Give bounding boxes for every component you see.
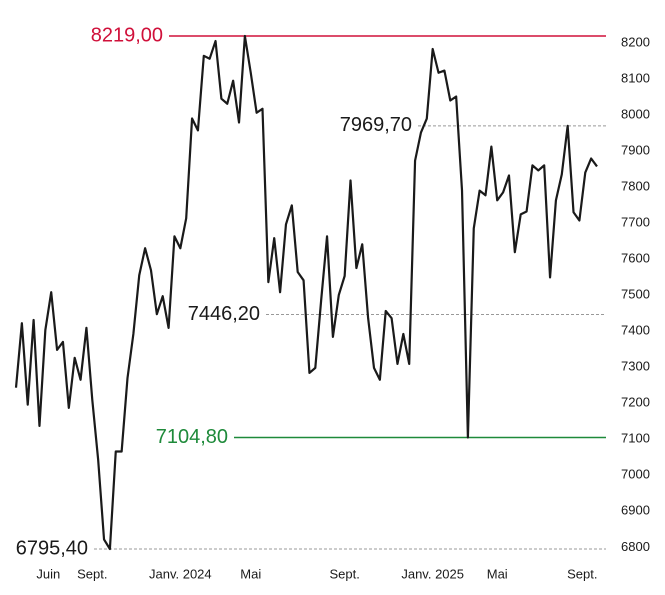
x-tick-label: Janv. 2025	[401, 566, 464, 581]
y-tick-label: 7800	[621, 178, 650, 193]
y-tick-label: 7000	[621, 467, 650, 482]
price-line	[14, 34, 598, 551]
x-tick-label: Juin	[36, 566, 60, 581]
y-tick-label: 7900	[621, 142, 650, 157]
x-tick-label: Janv. 2024	[149, 566, 212, 581]
y-tick-label: 7200	[621, 395, 650, 410]
y-tick-label: 8100	[621, 70, 650, 85]
y-tick-label: 7600	[621, 250, 650, 265]
y-tick-label: 8000	[621, 106, 650, 121]
x-tick-label: Mai	[487, 566, 508, 581]
y-tick-label: 7500	[621, 287, 650, 302]
y-tick-label: 6800	[621, 539, 650, 554]
y-tick-label: 7400	[621, 323, 650, 338]
x-tick-label: Sept.	[77, 566, 107, 581]
reference-label: 8219,00	[91, 24, 163, 46]
y-tick-label: 6900	[621, 503, 650, 518]
x-tick-label: Mai	[240, 566, 261, 581]
y-tick-label: 7300	[621, 359, 650, 374]
reference-label: 6795,40	[16, 537, 88, 559]
y-tick-label: 7100	[621, 431, 650, 446]
y-tick-label: 7700	[621, 214, 650, 229]
reference-label: 7446,20	[188, 303, 260, 325]
x-tick-label: Sept.	[567, 566, 597, 581]
reference-label: 7969,70	[340, 114, 412, 136]
y-tick-label: 8200	[621, 34, 650, 49]
x-tick-label: Sept.	[329, 566, 359, 581]
reference-label: 7104,80	[156, 426, 228, 448]
